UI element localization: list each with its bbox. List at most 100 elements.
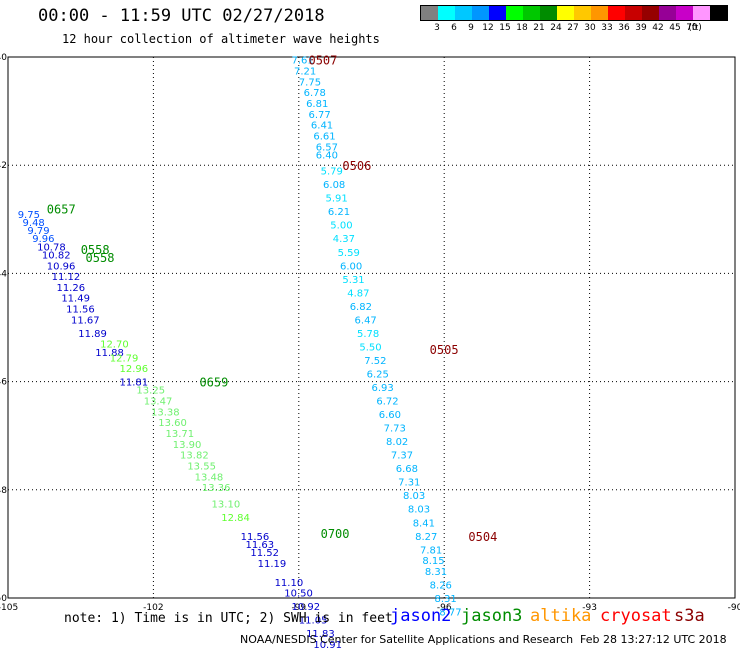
- wave-height-value: 6.61: [313, 131, 335, 142]
- wave-height-value: 7.75: [299, 77, 321, 88]
- wave-height-value: 10.96: [47, 261, 76, 272]
- legend-label: 15: [499, 23, 511, 33]
- satellite-legend-jason2: jason2: [390, 606, 452, 626]
- legend-label: 3: [434, 23, 440, 33]
- legend-swatch: [676, 6, 693, 20]
- pass-time-label: 0504: [468, 530, 497, 544]
- page-subtitle: 12 hour collection of altimeter wave hei…: [62, 32, 380, 46]
- legend-swatch: [693, 6, 710, 20]
- legend-label: 39: [635, 23, 647, 33]
- wave-height-value: 13.38: [151, 407, 180, 418]
- wave-height-value: 9.75: [18, 210, 40, 221]
- satellite-legend-jason3: jason3: [461, 606, 523, 626]
- lat-tick-label: -44: [0, 269, 7, 279]
- lat-tick-label: -46: [0, 378, 7, 388]
- legend-label: 9: [468, 23, 474, 33]
- pass-time-label: 0506: [342, 159, 371, 173]
- wave-height-value: 10.50: [284, 589, 313, 600]
- legend-labels: 3 6 9 12 15 18 21 24 27 30 33 36 39 42 45 70 (ft): [420, 21, 728, 35]
- wave-height-value: 11.63: [245, 540, 274, 551]
- pass-time-label: 0558: [86, 251, 115, 265]
- wave-height-value: 6.60: [379, 410, 401, 421]
- wave-height-value: 6.00: [340, 261, 362, 272]
- wave-height-value: 5.91: [325, 194, 347, 205]
- lon-tick-label: -93: [582, 603, 597, 613]
- map-frame: [7, 56, 736, 599]
- wave-height-value: 7.31: [398, 478, 420, 489]
- wave-height-value: 8.15: [422, 556, 444, 567]
- wave-height-value: 8.77: [439, 608, 461, 619]
- satellite-legend-cryosat: cryosat: [600, 606, 672, 626]
- wave-height-value: 12.79: [110, 353, 139, 364]
- legend-swatch: [574, 6, 591, 20]
- lat-tick-label: -50: [0, 594, 7, 604]
- legend-swatch: [455, 6, 472, 20]
- wave-height-value: 13.25: [136, 386, 165, 397]
- wave-height-value: 7.61: [292, 56, 314, 67]
- wave-height-value: 13.10: [212, 499, 241, 510]
- wave-height-value: 8.31: [425, 567, 447, 578]
- wave-height-value: 6.72: [376, 397, 398, 408]
- wave-height-value: 12.70: [100, 340, 129, 351]
- wave-height-value: 9.79: [27, 226, 49, 237]
- pass-time-label: 0505: [430, 343, 459, 357]
- wave-height-value: 4.37: [333, 234, 355, 245]
- legend-label: 42: [652, 23, 664, 33]
- wave-height-value: 8.03: [408, 505, 430, 516]
- legend-swatch: [591, 6, 608, 20]
- legend-swatches: [420, 5, 728, 21]
- wave-height-value: 9.96: [32, 234, 54, 245]
- lat-tick-label: -40: [0, 53, 7, 63]
- page-title: 00:00 - 11:59 UTC 02/27/2018: [38, 6, 325, 26]
- lat-tick-label: -42: [0, 161, 7, 171]
- wave-height-value: 6.81: [306, 99, 328, 110]
- lon-tick-label: -99: [291, 603, 306, 613]
- legend-unit: (ft): [688, 23, 702, 33]
- wave-height-value: 9.48: [23, 218, 45, 229]
- pass-time-label: 0558: [81, 243, 110, 257]
- legend-swatch: [642, 6, 659, 20]
- footer-note: note: 1) Time is in UTC; 2) SWH is in fe…: [64, 611, 393, 626]
- lon-tick-label: -90: [728, 603, 740, 613]
- legend-swatch: [540, 6, 557, 20]
- legend-swatch: [557, 6, 574, 20]
- satellite-legend-s3a: s3a: [674, 606, 705, 626]
- wave-height-value: 13.82: [180, 451, 209, 462]
- lat-tick-label: -48: [0, 486, 7, 496]
- wave-height-value: 8.26: [430, 580, 452, 591]
- pass-time-label: 0507: [308, 54, 337, 68]
- wave-height-value: 6.77: [308, 110, 330, 121]
- wave-height-value: 5.78: [357, 329, 379, 340]
- wave-height-value: 11.05: [299, 616, 328, 627]
- wave-height-value: 8.41: [413, 518, 435, 529]
- wave-height-value: 12.96: [119, 364, 148, 375]
- wave-height-value: 5.00: [330, 221, 352, 232]
- wave-height-value: 13.48: [195, 472, 224, 483]
- wave-height-value: 5.59: [338, 248, 360, 259]
- wave-height-value: 8.27: [415, 532, 437, 543]
- wave-height-value: 7.37: [391, 451, 413, 462]
- lon-tick-label: -105: [0, 603, 18, 613]
- wave-height-value: 13.90: [173, 440, 202, 451]
- wave-height-value: 11.56: [66, 305, 95, 316]
- legend-label: 36: [618, 23, 630, 33]
- legend-swatch: [659, 6, 676, 20]
- wave-height-value: 5.50: [359, 342, 381, 353]
- wave-height-value: 6.08: [323, 180, 345, 191]
- wave-height-value: 11.89: [78, 329, 107, 340]
- wave-height-value: 6.21: [328, 207, 350, 218]
- wave-height-value: 6.57: [316, 142, 338, 153]
- color-legend: 3 6 9 12 15 18 21 24 27 30 33 36 39 42 45 70 (ft): [420, 5, 728, 35]
- wave-height-value: 7.21: [294, 67, 316, 78]
- legend-label: 18: [516, 23, 528, 33]
- wave-height-value: 7.81: [420, 545, 442, 556]
- credit-text: NOAA/NESDIS Center for Satellite Applica…: [240, 633, 574, 646]
- wave-height-value: 7.52: [364, 356, 386, 367]
- wave-height-value: 5.31: [342, 275, 364, 286]
- legend-swatch: [608, 6, 625, 20]
- wave-height-value: 10.78: [37, 242, 66, 253]
- wave-height-value: 6.41: [311, 121, 333, 132]
- wave-height-value: 6.25: [367, 369, 389, 380]
- wave-height-value: 10.82: [42, 250, 71, 261]
